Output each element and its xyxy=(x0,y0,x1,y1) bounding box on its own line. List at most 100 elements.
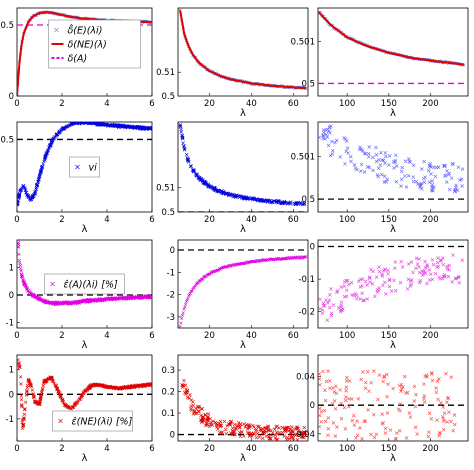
data-point xyxy=(208,272,212,276)
data-point xyxy=(191,403,196,408)
data-point xyxy=(37,174,42,178)
data-point xyxy=(411,175,416,179)
y-tick-label: 0 xyxy=(170,246,175,256)
data-point xyxy=(400,385,405,389)
data-point xyxy=(394,179,399,184)
data-point xyxy=(250,196,255,201)
data-point xyxy=(28,381,32,385)
data-point xyxy=(413,425,418,430)
data-point xyxy=(443,173,448,178)
data-point xyxy=(218,424,223,428)
data-point xyxy=(437,430,442,435)
data-point xyxy=(302,435,306,440)
data-point xyxy=(149,382,152,387)
data-point xyxy=(180,313,184,317)
y-tick-label: 0.51 xyxy=(156,68,175,78)
data-point xyxy=(383,151,388,155)
data-point xyxy=(321,369,325,374)
data-point xyxy=(225,191,229,196)
data-point xyxy=(318,377,322,381)
legend-label: ε̂(NE)(λi) [%] xyxy=(72,417,133,428)
data-point xyxy=(192,285,196,289)
data-point xyxy=(326,143,331,148)
series-line xyxy=(318,11,464,66)
data-point xyxy=(399,389,403,393)
data-point xyxy=(241,196,246,200)
y-tick-label: 0.501 xyxy=(291,152,315,162)
data-point xyxy=(319,117,322,120)
data-point xyxy=(233,427,238,431)
data-point xyxy=(399,177,404,182)
data-point xyxy=(392,278,396,283)
data-point xyxy=(417,257,421,261)
data-point xyxy=(391,159,396,164)
data-point xyxy=(254,197,259,202)
data-point xyxy=(404,185,409,189)
data-point xyxy=(350,293,354,297)
data-point xyxy=(270,200,274,204)
data-point xyxy=(319,419,324,424)
data-point xyxy=(324,132,328,137)
legend-label: ε̂(A)(λi) [%] xyxy=(64,280,118,291)
data-point xyxy=(347,404,351,409)
data-point xyxy=(328,386,332,390)
data-point xyxy=(23,188,28,192)
data-point xyxy=(244,196,249,200)
data-point xyxy=(31,392,35,396)
data-point xyxy=(430,378,435,383)
data-point xyxy=(319,409,324,414)
data-point xyxy=(48,144,52,148)
data-point xyxy=(322,304,326,308)
data-point xyxy=(446,274,451,279)
data-point xyxy=(389,289,394,293)
x-tick-label: 200 xyxy=(422,331,438,341)
data-point xyxy=(333,434,338,438)
legend: ε̂(NE)(λi) [%] xyxy=(52,410,133,432)
data-point xyxy=(382,280,387,285)
data-point xyxy=(24,286,29,290)
data-point xyxy=(367,275,372,280)
data-point xyxy=(447,187,452,192)
data-point xyxy=(418,183,423,188)
data-point xyxy=(455,188,460,193)
data-point xyxy=(430,182,435,187)
data-point xyxy=(38,400,42,404)
data-point xyxy=(231,432,236,437)
data-point xyxy=(318,383,322,387)
data-point xyxy=(419,167,424,171)
x-axis-label: λ xyxy=(82,224,88,235)
data-point xyxy=(264,258,268,262)
data-point xyxy=(39,298,44,302)
data-point xyxy=(405,287,410,291)
data-point xyxy=(39,170,43,174)
data-point xyxy=(445,420,450,424)
data-point xyxy=(55,386,59,390)
y-tick-label: -0.04 xyxy=(293,430,315,440)
data-point xyxy=(297,430,302,435)
data-point xyxy=(190,168,195,172)
data-point xyxy=(283,427,288,431)
data-point xyxy=(437,377,441,381)
data-point xyxy=(327,125,332,130)
data-point xyxy=(304,255,308,259)
data-point xyxy=(425,264,430,269)
data-point xyxy=(324,298,328,303)
data-point xyxy=(44,154,48,158)
data-point xyxy=(422,396,426,401)
y-tick-label: 0.5 xyxy=(301,79,315,89)
data-point xyxy=(22,406,27,411)
data-point xyxy=(275,437,280,441)
data-point xyxy=(365,369,370,374)
data-point xyxy=(182,144,186,148)
data-point xyxy=(27,379,31,383)
data-point xyxy=(387,163,391,167)
y-tick-label: 0.501 xyxy=(291,38,315,48)
data-point xyxy=(349,159,353,164)
data-point xyxy=(21,423,26,427)
data-point xyxy=(449,419,453,424)
data-point xyxy=(459,177,464,182)
x-tick-label: 150 xyxy=(381,331,397,341)
data-point xyxy=(418,278,423,283)
plot-area xyxy=(178,123,308,212)
data-point xyxy=(442,419,446,423)
